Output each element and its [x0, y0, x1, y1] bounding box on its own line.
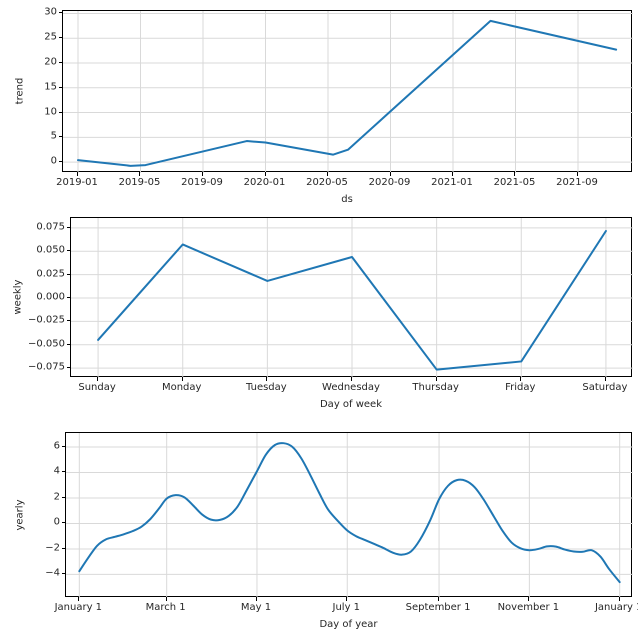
trend-y-tick-mark: [58, 62, 62, 64]
yearly-y-tick-label: −2: [45, 542, 60, 554]
weekly-x-tick-label: Saturday: [582, 382, 628, 393]
trend-y-tick-label: 25: [44, 31, 57, 43]
weekly-x-tick-mark: [181, 377, 183, 381]
yearly-x-tick-mark: [78, 597, 80, 601]
weekly-y-tick-label: 0.025: [36, 268, 65, 280]
trend-y-tick-label: 5: [50, 130, 57, 142]
yearly-line-chart: [66, 433, 633, 598]
trend-y-tick-label: 0: [50, 155, 57, 167]
weekly-x-tick-label: Monday: [161, 382, 202, 393]
weekly-y-tick-mark: [66, 320, 70, 322]
yearly-x-tick-mark: [255, 597, 257, 601]
weekly-y-tick-label: 0.075: [36, 221, 65, 233]
yearly-x-tick-label: May 1: [240, 602, 272, 613]
trend-x-tick-label: 2020-09: [368, 177, 411, 188]
weekly-y-tick-mark: [66, 367, 70, 369]
weekly-x-tick-mark: [435, 377, 437, 381]
yearly-y-tick-label: −4: [45, 567, 60, 579]
weekly-plot-area: [70, 217, 633, 378]
trend-x-tick-mark: [264, 172, 266, 176]
weekly-y-tick-mark: [66, 343, 70, 345]
weekly-x-tick-mark: [604, 377, 606, 381]
trend-x-tick-mark: [452, 172, 453, 176]
trend-y-tick-mark: [58, 161, 62, 163]
trend-y-tick-label: 20: [44, 56, 57, 68]
yearly-x-tick-label: January 1: [594, 602, 638, 613]
weekly-y-tick-mark: [66, 297, 70, 298]
weekly-x-tick-mark: [351, 377, 352, 381]
yearly-x-axis-label: Day of year: [319, 619, 378, 630]
trend-y-tick-label: 30: [44, 6, 57, 18]
weekly-panel: weekly Day of week −0.075 −0.050 −0.025 0.0…: [0, 205, 638, 420]
weekly-y-tick-label: −0.050: [27, 338, 65, 350]
yearly-y-tick-mark: [61, 547, 65, 549]
weekly-x-tick-label: Tuesday: [246, 382, 287, 393]
trend-x-tick-mark: [77, 172, 78, 176]
yearly-x-tick-mark: [438, 597, 440, 601]
weekly-y-tick-label: 0.000: [36, 291, 65, 303]
trend-panel: trend ds 0 5 10 15 20 25 30 2019-01 2019-05 2019-…: [0, 0, 638, 205]
trend-x-tick-label: 2021-09: [556, 177, 598, 188]
trend-x-tick-label: 2021-05: [493, 177, 536, 188]
weekly-x-tick-label: Thursday: [412, 382, 459, 393]
weekly-y-tick-mark: [66, 226, 70, 228]
weekly-line-chart: [71, 218, 633, 378]
yearly-y-tick-mark: [61, 446, 65, 447]
trend-x-tick-label: 2020-05: [306, 177, 348, 188]
yearly-x-tick-label: March 1: [145, 602, 186, 613]
yearly-y-tick-label: 4: [53, 465, 60, 477]
yearly-plot-area: [65, 432, 633, 598]
trend-y-tick-mark: [58, 37, 62, 39]
trend-y-tick-mark: [58, 136, 62, 138]
yearly-x-tick-mark: [165, 597, 167, 601]
weekly-x-tick-mark: [266, 377, 268, 381]
yearly-x-tick-mark: [528, 597, 530, 601]
trend-x-tick-label: 2019-01: [56, 177, 98, 188]
trend-x-tick-mark: [326, 172, 328, 176]
trend-y-tick-mark: [58, 86, 62, 88]
weekly-x-axis-label: Day of week: [319, 399, 383, 410]
weekly-x-tick-mark: [520, 377, 522, 381]
weekly-x-tick-mark: [97, 377, 99, 381]
weekly-y-tick-mark: [66, 250, 70, 252]
trend-y-tick-mark: [58, 12, 62, 14]
trend-line-chart: [63, 11, 633, 173]
yearly-x-tick-mark: [346, 597, 348, 601]
yearly-y-tick-mark: [61, 471, 65, 473]
yearly-panel: yearly Day of year −4 −2 0 2 4 6 January 1 Marc…: [0, 420, 638, 640]
weekly-y-tick-label: 0.050: [36, 244, 65, 256]
trend-x-tick-mark: [514, 172, 516, 176]
trend-x-tick-label: 2020-01: [243, 177, 286, 188]
yearly-y-tick-label: 2: [53, 491, 60, 503]
trend-x-axis-label: ds: [341, 194, 353, 205]
trend-plot-area: [62, 10, 633, 173]
trend-x-tick-mark: [577, 172, 578, 176]
trend-y-tick-label: 15: [44, 81, 57, 93]
weekly-x-tick-label: Wednesday: [322, 382, 380, 393]
weekly-x-tick-label: Sunday: [78, 382, 116, 393]
weekly-y-tick-label: −0.025: [27, 314, 65, 326]
yearly-x-tick-label: January 1: [54, 602, 103, 613]
yearly-y-tick-mark: [61, 496, 65, 498]
yearly-x-tick-label: November 1: [497, 602, 560, 613]
yearly-y-tick-mark: [61, 573, 65, 575]
trend-x-tick-mark: [389, 172, 391, 176]
trend-x-tick-mark: [139, 172, 141, 176]
trend-x-tick-label: 2021-01: [431, 177, 473, 188]
weekly-y-tick-label: −0.075: [27, 361, 65, 373]
yearly-y-tick-mark: [61, 522, 65, 524]
trend-y-tick-mark: [58, 111, 62, 113]
yearly-x-tick-mark: [618, 597, 620, 601]
trend-x-tick-label: 2019-09: [181, 177, 223, 188]
yearly-x-tick-label: September 1: [405, 602, 471, 613]
yearly-y-tick-label: 0: [53, 516, 60, 528]
trend-x-tick-label: 2019-05: [118, 177, 161, 188]
trend-x-tick-mark: [202, 172, 203, 176]
weekly-x-tick-label: Friday: [505, 382, 536, 393]
yearly-x-tick-label: July 1: [332, 602, 361, 613]
trend-y-tick-label: 10: [44, 106, 57, 118]
yearly-y-tick-label: 6: [53, 440, 60, 452]
weekly-y-tick-mark: [66, 273, 70, 275]
